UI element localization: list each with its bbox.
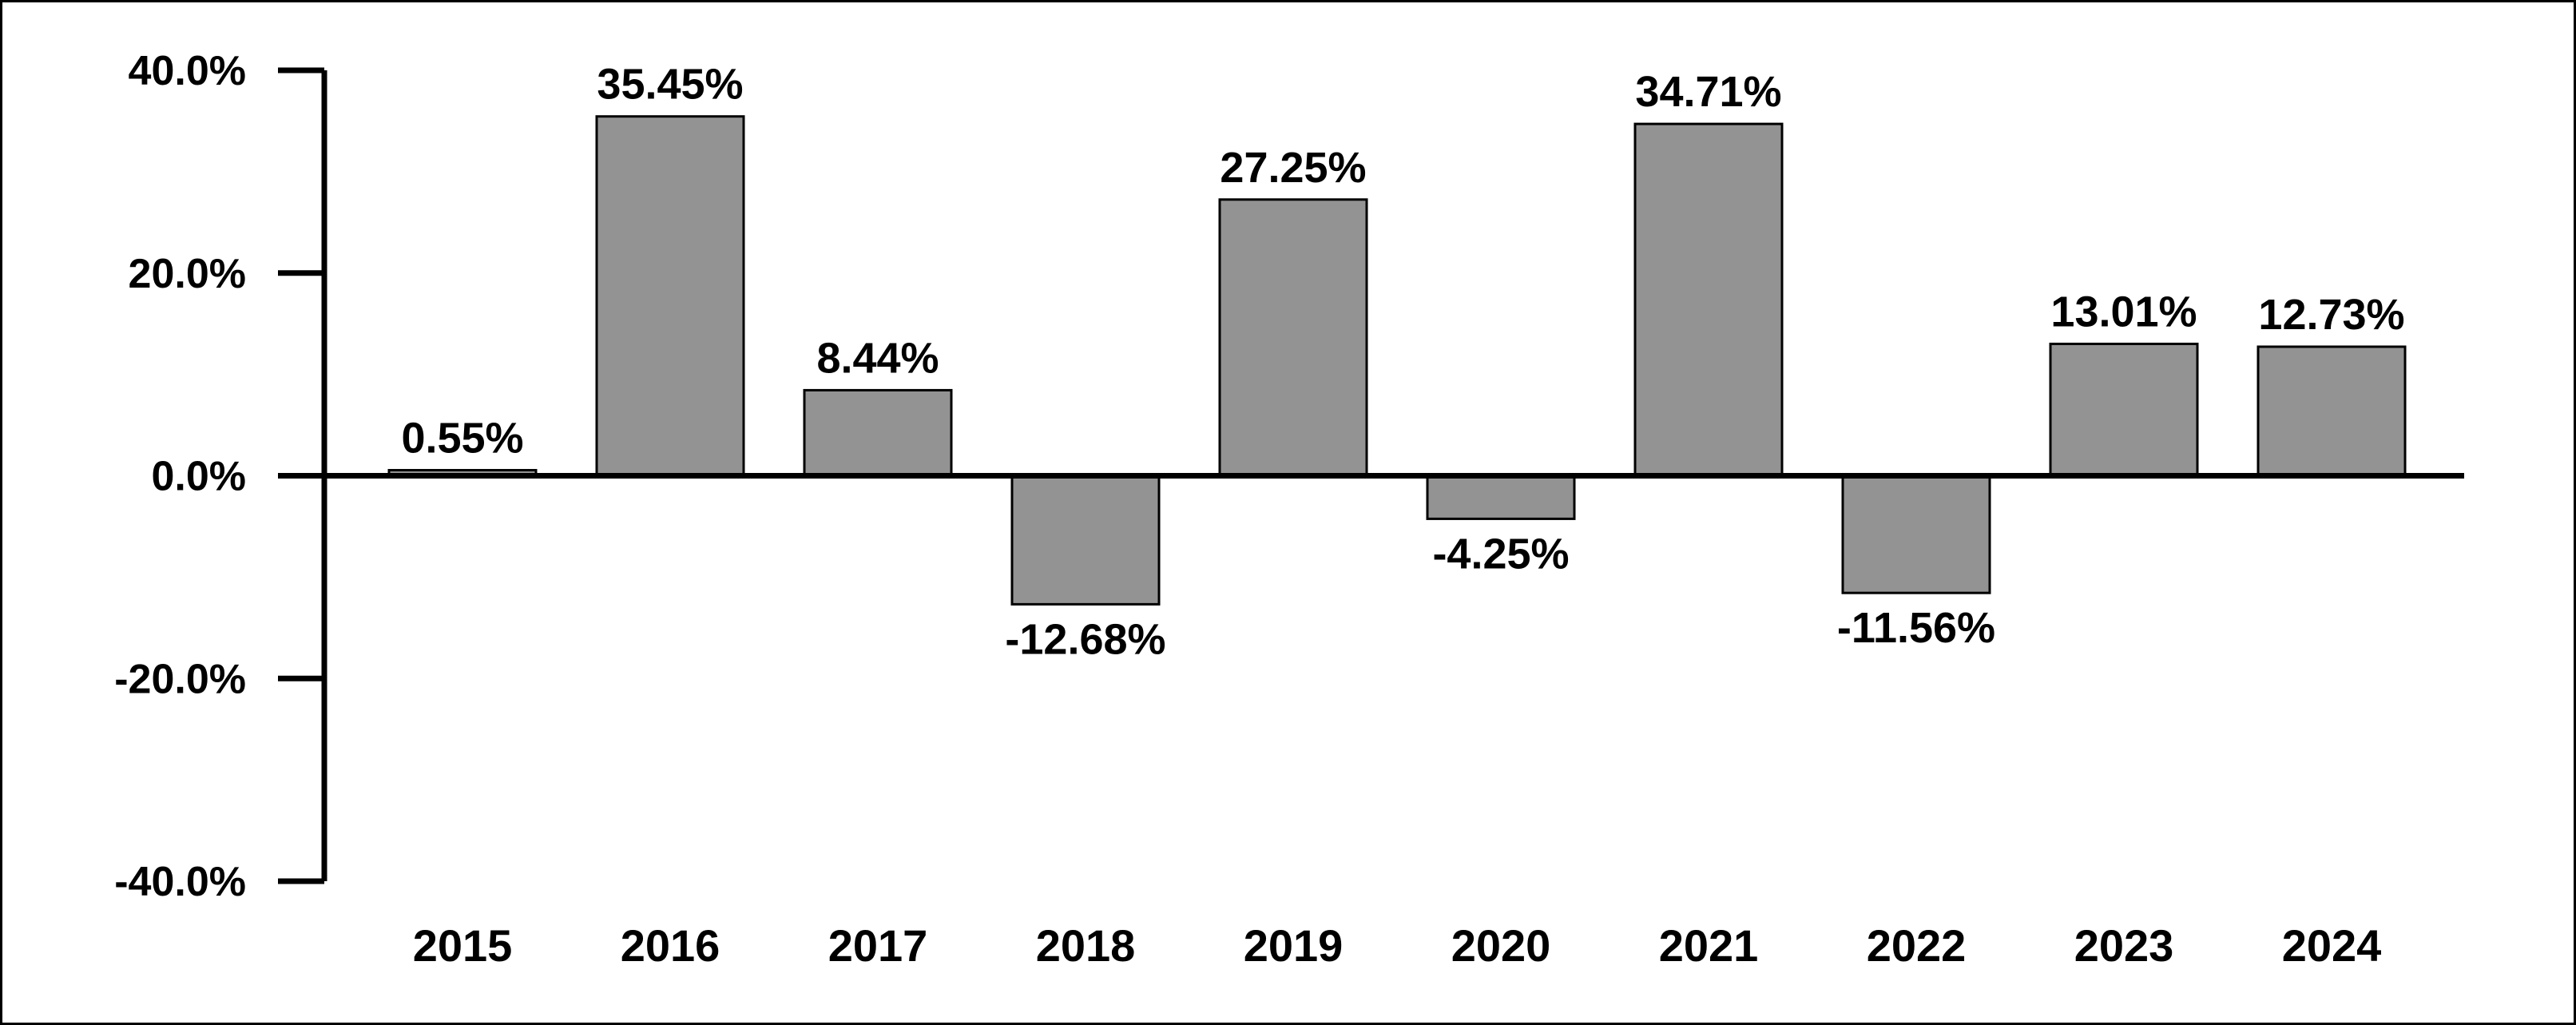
data-label-2022: -11.56%	[1837, 604, 1995, 652]
x-category-label: 2024	[2282, 920, 2382, 971]
x-category-label: 2016	[621, 920, 720, 971]
data-label-2018: -12.68%	[1005, 615, 1165, 663]
axes-layer	[278, 67, 2464, 884]
bars-layer	[387, 115, 2407, 606]
bar-2018	[1010, 475, 1161, 606]
data-label-2016: 35.45%	[597, 61, 743, 109]
y-tick-label: 0.0%	[151, 454, 246, 500]
y-tick-label: 40.0%	[129, 48, 246, 94]
data-label-2015: 0.55%	[401, 415, 523, 463]
bar-2023	[2049, 342, 2199, 478]
bar-2024	[2256, 345, 2407, 477]
x-category-label: 2020	[1451, 920, 1551, 971]
y-tick-label: 20.0%	[129, 251, 246, 297]
x-category-label: 2019	[1244, 920, 1344, 971]
data-label-2024: 12.73%	[2258, 291, 2404, 339]
data-label-2021: 34.71%	[1635, 68, 1781, 116]
labels-layer: 40.0% 20.0% 0.0% -20.0% -40.0% 2015 2016 2017 20…	[114, 48, 2404, 971]
x-category-label: 2018	[1036, 920, 1136, 971]
y-tick-label: -20.0%	[114, 656, 246, 702]
x-category-label: 2015	[413, 920, 513, 971]
x-category-label: 2017	[828, 920, 928, 971]
bar-2020	[1426, 475, 1576, 520]
data-label-2017: 8.44%	[816, 334, 939, 382]
x-category-label: 2021	[1659, 920, 1759, 971]
y-tick-label: -40.0%	[114, 859, 246, 905]
bar-2022	[1841, 475, 1991, 594]
bar-2017	[803, 388, 953, 478]
bar-2019	[1218, 198, 1368, 477]
x-category-label: 2022	[1867, 920, 1967, 971]
data-label-2020: -4.25%	[1432, 530, 1569, 578]
x-category-label: 2023	[2074, 920, 2174, 971]
bar-2016	[595, 115, 745, 477]
bar-2021	[1633, 122, 1784, 477]
data-label-2019: 27.25%	[1220, 144, 1366, 192]
data-label-2023: 13.01%	[2050, 288, 2197, 336]
